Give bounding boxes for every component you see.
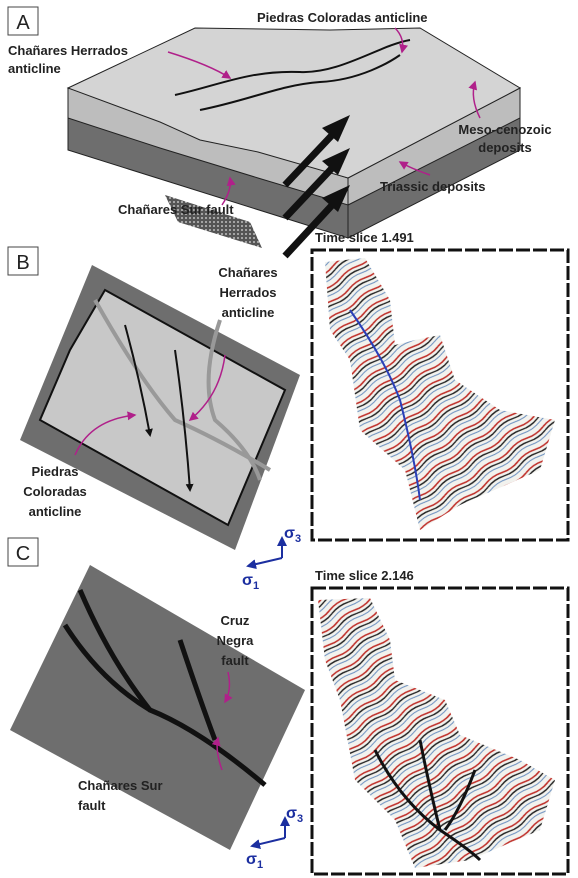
label-cruz: Negra xyxy=(217,633,255,648)
shape xyxy=(248,538,282,566)
shape xyxy=(252,818,285,846)
label-meso: deposits xyxy=(478,140,531,155)
text-part: σ xyxy=(284,525,295,542)
label-herrados: anticline xyxy=(8,61,61,76)
panel-c: C Cruz Negra fault Chañares Sur fault σ1… xyxy=(8,538,568,874)
shape xyxy=(248,558,282,566)
label-cruz: fault xyxy=(221,653,249,668)
panel-label: B xyxy=(16,252,29,274)
label-piedras: Coloradas xyxy=(23,484,87,499)
label-piedras: Piedras Coloradas anticline xyxy=(257,10,428,25)
sigma-3: σ3 xyxy=(286,805,303,825)
text-part: 1 xyxy=(253,580,259,592)
text-part: 3 xyxy=(297,813,303,825)
text-part: 3 xyxy=(295,533,301,545)
sigma-3: σ3 xyxy=(284,525,301,545)
label-herrados: anticline xyxy=(222,305,275,320)
panel-label: C xyxy=(16,543,30,565)
time-slice-title: Time slice 2.146 xyxy=(315,568,414,583)
label-herrados: Chañares xyxy=(218,265,277,280)
label-herrados: Herrados xyxy=(219,285,276,300)
time-slice-title: Time slice 1.491 xyxy=(315,230,414,245)
label-triassic: Triassic deposits xyxy=(380,179,486,194)
panel-a: A Piedras Coloradas anticline Chañares H… xyxy=(8,7,552,256)
figure: A Piedras Coloradas anticline Chañares H… xyxy=(0,0,578,878)
label-piedras: Piedras xyxy=(32,464,79,479)
text-part: 1 xyxy=(257,859,263,871)
label-sur-fault: Chañares Sur fault xyxy=(118,202,234,217)
shape xyxy=(252,838,285,846)
sigma-1: σ1 xyxy=(246,851,263,871)
label-sur: fault xyxy=(78,798,106,813)
label-piedras: anticline xyxy=(29,504,82,519)
sigma-1: σ1 xyxy=(242,572,259,592)
label-cruz: Cruz xyxy=(221,613,250,628)
panel-b: B Chañares Herrados anticline Piedras Co… xyxy=(8,230,568,592)
label-sur: Chañares Sur xyxy=(78,778,163,793)
text-part: σ xyxy=(242,572,253,589)
text-part: σ xyxy=(286,805,297,822)
block xyxy=(10,565,305,850)
label-herrados: Chañares Herrados xyxy=(8,43,128,58)
label-meso: Meso-cenozoic xyxy=(458,122,551,137)
text-part: σ xyxy=(246,851,257,868)
panel-label: A xyxy=(16,12,30,34)
